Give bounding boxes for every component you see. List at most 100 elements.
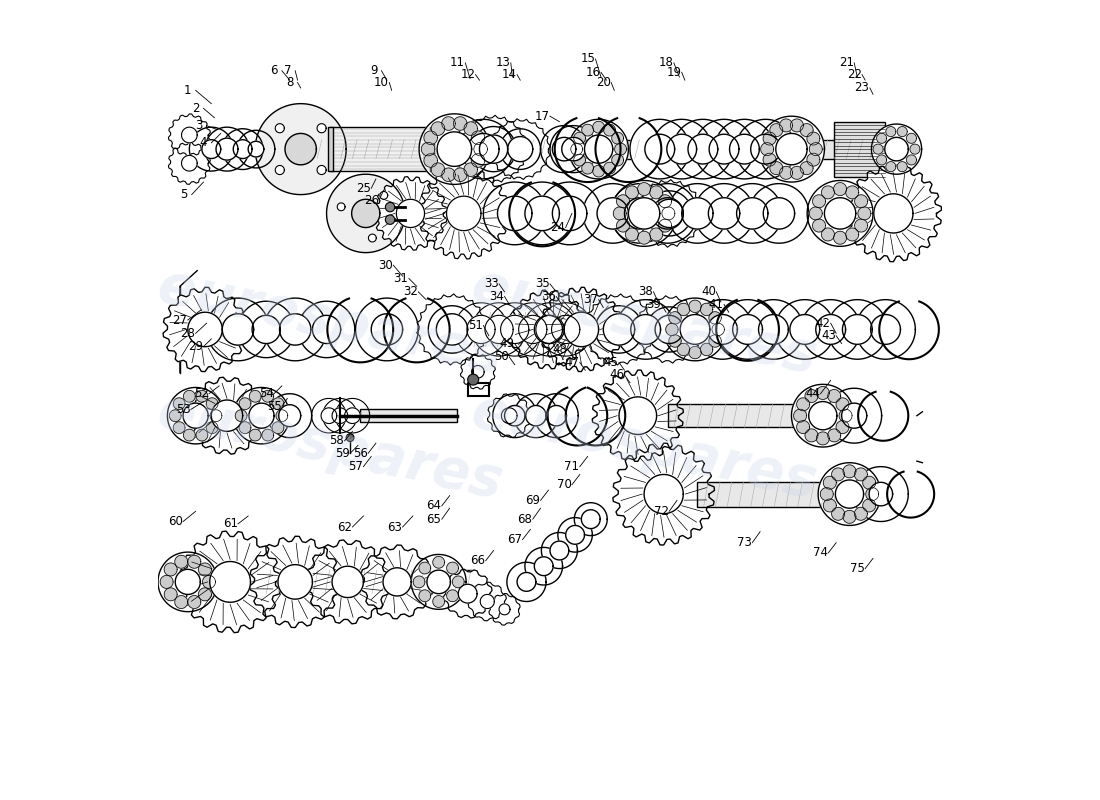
Polygon shape bbox=[626, 186, 638, 199]
Polygon shape bbox=[638, 182, 650, 195]
Text: 63: 63 bbox=[387, 521, 403, 534]
Polygon shape bbox=[615, 143, 626, 155]
Text: eurospares: eurospares bbox=[466, 258, 822, 385]
Polygon shape bbox=[792, 384, 855, 447]
Polygon shape bbox=[843, 510, 856, 523]
Text: 61: 61 bbox=[222, 518, 238, 530]
Polygon shape bbox=[873, 194, 913, 233]
Polygon shape bbox=[839, 410, 853, 422]
Polygon shape bbox=[206, 398, 218, 410]
Polygon shape bbox=[595, 306, 642, 353]
Polygon shape bbox=[834, 231, 847, 244]
Polygon shape bbox=[262, 390, 274, 402]
Polygon shape bbox=[488, 594, 520, 625]
Polygon shape bbox=[471, 131, 485, 145]
Text: 57: 57 bbox=[348, 460, 363, 473]
Polygon shape bbox=[808, 402, 837, 430]
Polygon shape bbox=[744, 300, 803, 359]
Polygon shape bbox=[546, 406, 566, 426]
Polygon shape bbox=[499, 129, 540, 170]
Bar bbox=[361, 410, 458, 422]
Circle shape bbox=[346, 434, 354, 442]
Polygon shape bbox=[437, 132, 472, 166]
Polygon shape bbox=[659, 219, 672, 232]
Polygon shape bbox=[168, 114, 210, 156]
Polygon shape bbox=[306, 540, 389, 624]
Polygon shape bbox=[272, 422, 284, 434]
Text: 1: 1 bbox=[184, 84, 191, 97]
Polygon shape bbox=[869, 482, 892, 506]
Text: 70: 70 bbox=[557, 478, 572, 491]
Polygon shape bbox=[189, 127, 233, 171]
Polygon shape bbox=[855, 468, 867, 481]
Polygon shape bbox=[483, 182, 546, 245]
Polygon shape bbox=[481, 594, 494, 609]
Polygon shape bbox=[490, 119, 550, 179]
Polygon shape bbox=[807, 153, 820, 166]
Polygon shape bbox=[552, 196, 586, 230]
Polygon shape bbox=[862, 499, 876, 512]
Polygon shape bbox=[551, 315, 580, 343]
Text: 56: 56 bbox=[353, 447, 367, 460]
Text: 34: 34 bbox=[490, 290, 504, 303]
Polygon shape bbox=[419, 114, 490, 184]
Polygon shape bbox=[419, 562, 431, 574]
Polygon shape bbox=[525, 196, 560, 230]
Polygon shape bbox=[898, 126, 907, 137]
Polygon shape bbox=[239, 398, 251, 410]
Polygon shape bbox=[210, 410, 222, 422]
Text: 32: 32 bbox=[403, 286, 418, 298]
Polygon shape bbox=[678, 303, 690, 315]
Polygon shape bbox=[855, 507, 867, 520]
Polygon shape bbox=[540, 126, 587, 173]
Polygon shape bbox=[816, 314, 846, 344]
Polygon shape bbox=[871, 124, 922, 174]
Text: 40: 40 bbox=[701, 286, 716, 298]
Polygon shape bbox=[471, 126, 516, 172]
Text: 72: 72 bbox=[653, 505, 669, 518]
Polygon shape bbox=[763, 198, 794, 229]
Polygon shape bbox=[715, 119, 774, 179]
Polygon shape bbox=[311, 398, 346, 433]
Polygon shape bbox=[873, 144, 883, 154]
Text: 51: 51 bbox=[469, 319, 483, 332]
Polygon shape bbox=[249, 403, 274, 428]
Polygon shape bbox=[733, 314, 762, 344]
Polygon shape bbox=[718, 300, 778, 359]
Polygon shape bbox=[663, 298, 726, 361]
Polygon shape bbox=[652, 119, 712, 179]
Polygon shape bbox=[855, 219, 868, 232]
Polygon shape bbox=[518, 315, 547, 343]
Polygon shape bbox=[816, 432, 829, 445]
Text: 27: 27 bbox=[173, 314, 187, 326]
Text: 49: 49 bbox=[499, 337, 515, 350]
Polygon shape bbox=[645, 474, 683, 514]
Text: 12: 12 bbox=[460, 68, 475, 81]
Circle shape bbox=[385, 202, 395, 212]
Polygon shape bbox=[379, 191, 387, 199]
Polygon shape bbox=[854, 466, 909, 522]
Polygon shape bbox=[298, 302, 355, 358]
Text: 29: 29 bbox=[188, 340, 204, 353]
Polygon shape bbox=[233, 140, 252, 158]
Polygon shape bbox=[583, 184, 642, 243]
Polygon shape bbox=[163, 287, 248, 371]
Polygon shape bbox=[327, 174, 405, 253]
Polygon shape bbox=[856, 300, 915, 359]
Text: 45: 45 bbox=[604, 356, 618, 369]
Text: 8: 8 bbox=[286, 76, 294, 89]
Text: 59: 59 bbox=[334, 447, 350, 460]
Polygon shape bbox=[432, 557, 444, 568]
Polygon shape bbox=[239, 422, 251, 434]
Text: 46: 46 bbox=[609, 369, 624, 382]
Polygon shape bbox=[843, 314, 872, 344]
Text: 17: 17 bbox=[535, 110, 550, 122]
Polygon shape bbox=[443, 570, 492, 618]
Polygon shape bbox=[279, 314, 311, 345]
Polygon shape bbox=[610, 184, 670, 243]
Polygon shape bbox=[759, 314, 789, 344]
Polygon shape bbox=[322, 398, 358, 433]
Text: 37: 37 bbox=[583, 293, 598, 306]
Polygon shape bbox=[791, 166, 803, 179]
Polygon shape bbox=[807, 181, 873, 246]
